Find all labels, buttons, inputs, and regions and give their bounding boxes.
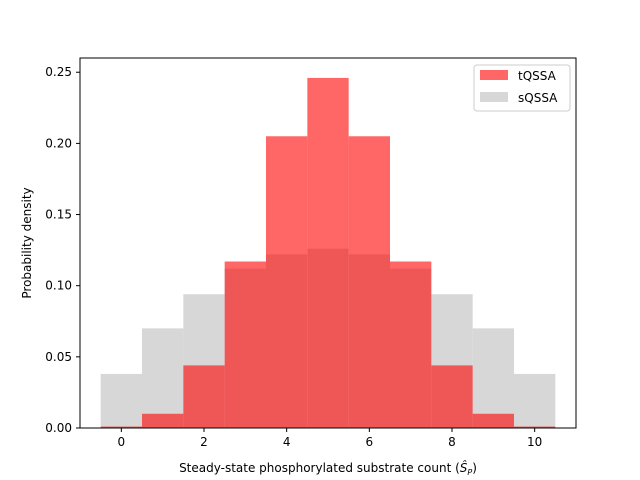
bar-tQSSA-9 xyxy=(472,413,514,428)
legend-label-sQSSA: sQSSA xyxy=(518,91,558,105)
x-tick-label: 0 xyxy=(118,435,126,449)
bar-sQSSA-10 xyxy=(514,373,556,428)
legend-label-tQSSA: tQSSA xyxy=(518,69,557,83)
bar-tQSSA-4 xyxy=(266,136,308,428)
series-tQSSA xyxy=(100,77,556,428)
x-tick-label: 6 xyxy=(366,435,374,449)
y-tick-label: 0.00 xyxy=(45,421,72,435)
y-tick-label: 0.15 xyxy=(45,208,72,222)
legend-swatch-sQSSA xyxy=(480,92,508,102)
bar-tQSSA-3 xyxy=(224,261,266,428)
x-tick-label: 10 xyxy=(527,435,542,449)
x-tick-label: 2 xyxy=(200,435,208,449)
bar-tQSSA-8 xyxy=(431,365,473,428)
legend: tQSSA sQSSA xyxy=(473,64,571,112)
bar-sQSSA-0 xyxy=(100,373,142,428)
bar-sQSSA-9 xyxy=(472,328,514,428)
y-tick-label: 0.20 xyxy=(45,136,72,150)
bars-layer xyxy=(100,77,556,428)
x-axis-ticks: 0 2 4 6 8 10 xyxy=(118,428,542,449)
x-tick-label: 4 xyxy=(283,435,291,449)
y-axis-label: Probability density xyxy=(20,187,34,298)
y-tick-label: 0.25 xyxy=(45,65,72,79)
x-axis-label: Steady-state phosphorylated substrate co… xyxy=(179,460,477,477)
bar-tQSSA-1 xyxy=(142,413,184,428)
bar-tQSSA-6 xyxy=(348,136,390,428)
legend-swatch-tQSSA xyxy=(480,70,508,80)
bar-tQSSA-2 xyxy=(183,365,225,428)
bar-tQSSA-0 xyxy=(100,426,142,428)
y-tick-label: 0.05 xyxy=(45,350,72,364)
y-tick-label: 0.10 xyxy=(45,279,72,293)
plot-frame xyxy=(79,57,577,429)
y-axis-ticks: 0.00 0.05 0.10 0.15 0.20 0.25 xyxy=(45,65,80,435)
bar-tQSSA-10 xyxy=(514,426,556,428)
bar-tQSSA-5 xyxy=(307,77,349,428)
x-tick-label: 8 xyxy=(448,435,456,449)
bar-sQSSA-1 xyxy=(142,328,184,428)
bar-tQSSA-7 xyxy=(390,261,432,428)
